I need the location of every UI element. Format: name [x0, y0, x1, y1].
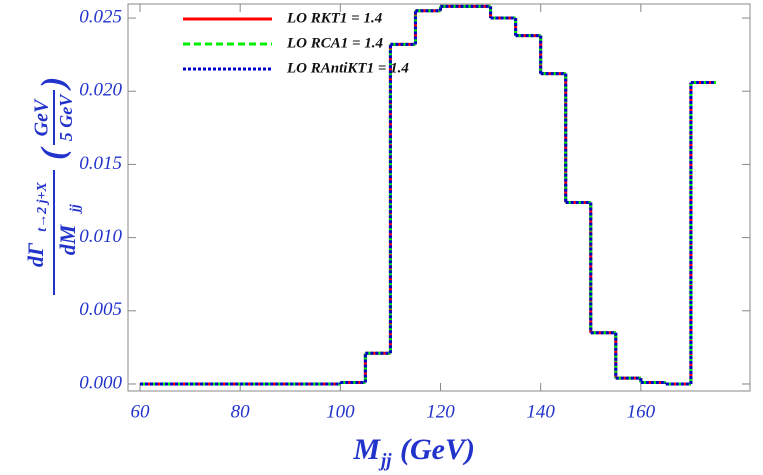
y-axis-label: dΓ t→2 j+X dM jj ( GeV 5 GeV ): [23, 77, 83, 295]
x-axis-label: M jj (GeV): [352, 433, 475, 471]
x-label-unit: (GeV): [400, 433, 475, 466]
y-tick-label: 0.005: [79, 299, 122, 320]
x-label-main: M: [352, 433, 381, 466]
paren-close: ): [35, 77, 72, 91]
y-tick-label: 0.000: [79, 372, 122, 393]
x-tick-label: 160: [627, 401, 656, 422]
x-label-sub: jj: [378, 450, 392, 471]
y-tick-label: 0.025: [79, 6, 122, 27]
series: [140, 4, 716, 386]
y-label-num-sub: t→2 j+X: [35, 182, 50, 232]
x-tick-label: 80: [231, 401, 251, 422]
y-tick-label: 0.015: [79, 153, 122, 174]
y-label-num: dΓ: [23, 242, 48, 267]
series: [140, 4, 716, 386]
x-tick-label: 140: [526, 401, 555, 422]
x-tick-label: 100: [326, 401, 355, 422]
y-label-den-sub: jj: [68, 204, 83, 214]
y-tick-label: 0.010: [79, 226, 122, 247]
y-label-unit-den: 5 GeV: [56, 93, 76, 141]
y-label-unit-num: GeV: [31, 98, 53, 136]
series: [140, 4, 716, 386]
legend-label: LO RKT1 = 1.4: [286, 10, 383, 26]
x-tick-label: 60: [131, 401, 151, 422]
plot-frame: [127, 3, 751, 392]
x-tick-label: 120: [426, 401, 455, 422]
legend-label: LO RCA1 = 1.4: [286, 35, 384, 51]
legend-label: LO RAntiKT1 = 1.4: [286, 60, 409, 76]
y-tick-label: 0.020: [79, 80, 122, 101]
paren-open: (: [35, 146, 72, 160]
y-label-den: dM: [55, 223, 80, 255]
